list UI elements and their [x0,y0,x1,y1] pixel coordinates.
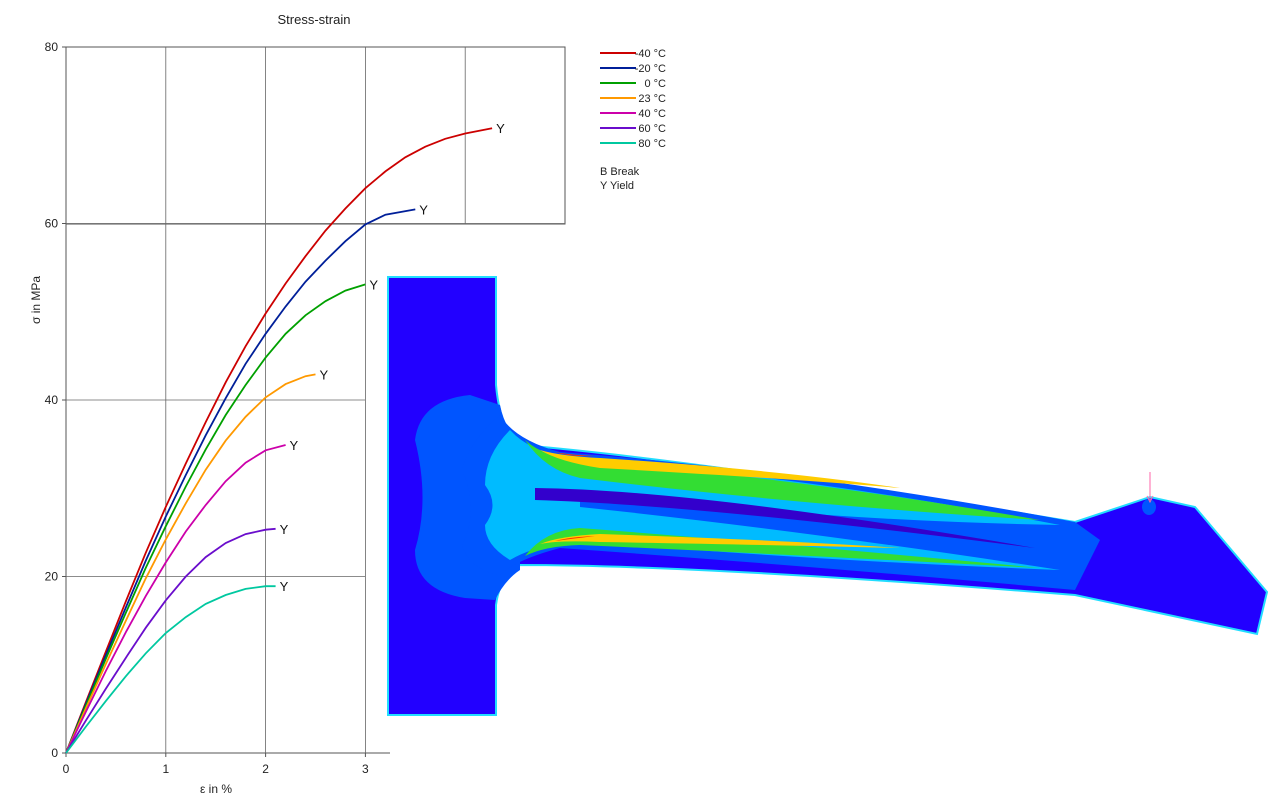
fea-stress-contour-image [387,276,1269,716]
y-axis-ticks: 0 20 40 60 80 [45,40,66,760]
yield-marker: Y [496,121,505,136]
x-tick-label: 1 [162,762,169,776]
series-line [65,283,366,754]
series-line [65,208,416,754]
legend-label: 60 °C [638,123,666,135]
grid-lines [66,47,565,753]
y-tick-label: 0 [51,746,58,760]
yield-marker: Y [369,277,378,292]
legend-note: B Break [600,166,640,178]
x-axis-ticks: 0 1 2 3 [63,753,369,776]
legend-label: 23 °C [638,93,666,105]
legend-label: -20 °C [635,63,666,75]
x-tick-label: 0 [63,762,70,776]
series-line [65,585,276,754]
yield-marker: Y [419,202,428,217]
yield-marker: Y [290,438,299,453]
x-tick-label: 3 [362,762,369,776]
y-tick-label: 40 [45,393,59,407]
y-tick-label: 80 [45,40,59,54]
x-tick-label: 2 [262,762,269,776]
legend-label: 40 °C [638,108,666,120]
y-tick-label: 60 [45,217,59,231]
legend-label: 0 °C [644,78,666,90]
series-line [65,373,316,754]
legend-label: -40 °C [635,48,666,60]
yield-marker: Y [320,367,329,382]
legend-label: 80 °C [638,138,666,150]
y-tick-label: 20 [45,570,59,584]
x-axis-label: ε in % [200,782,232,796]
yield-marker: Y [280,522,289,537]
legend: -40 °C -20 °C 0 °C 23 °C 40 °C 60 °C 80 °C B Br… [600,48,666,192]
chart-title: Stress-strain [278,12,351,27]
series-lines: Y Y Y Y Y Y Y [65,121,505,754]
y-axis-label: σ in MPa [29,276,43,324]
series-line [65,527,276,754]
series-line [65,127,493,754]
series-line [65,444,286,754]
yield-marker: Y [280,579,289,594]
legend-note: Y Yield [600,180,634,192]
